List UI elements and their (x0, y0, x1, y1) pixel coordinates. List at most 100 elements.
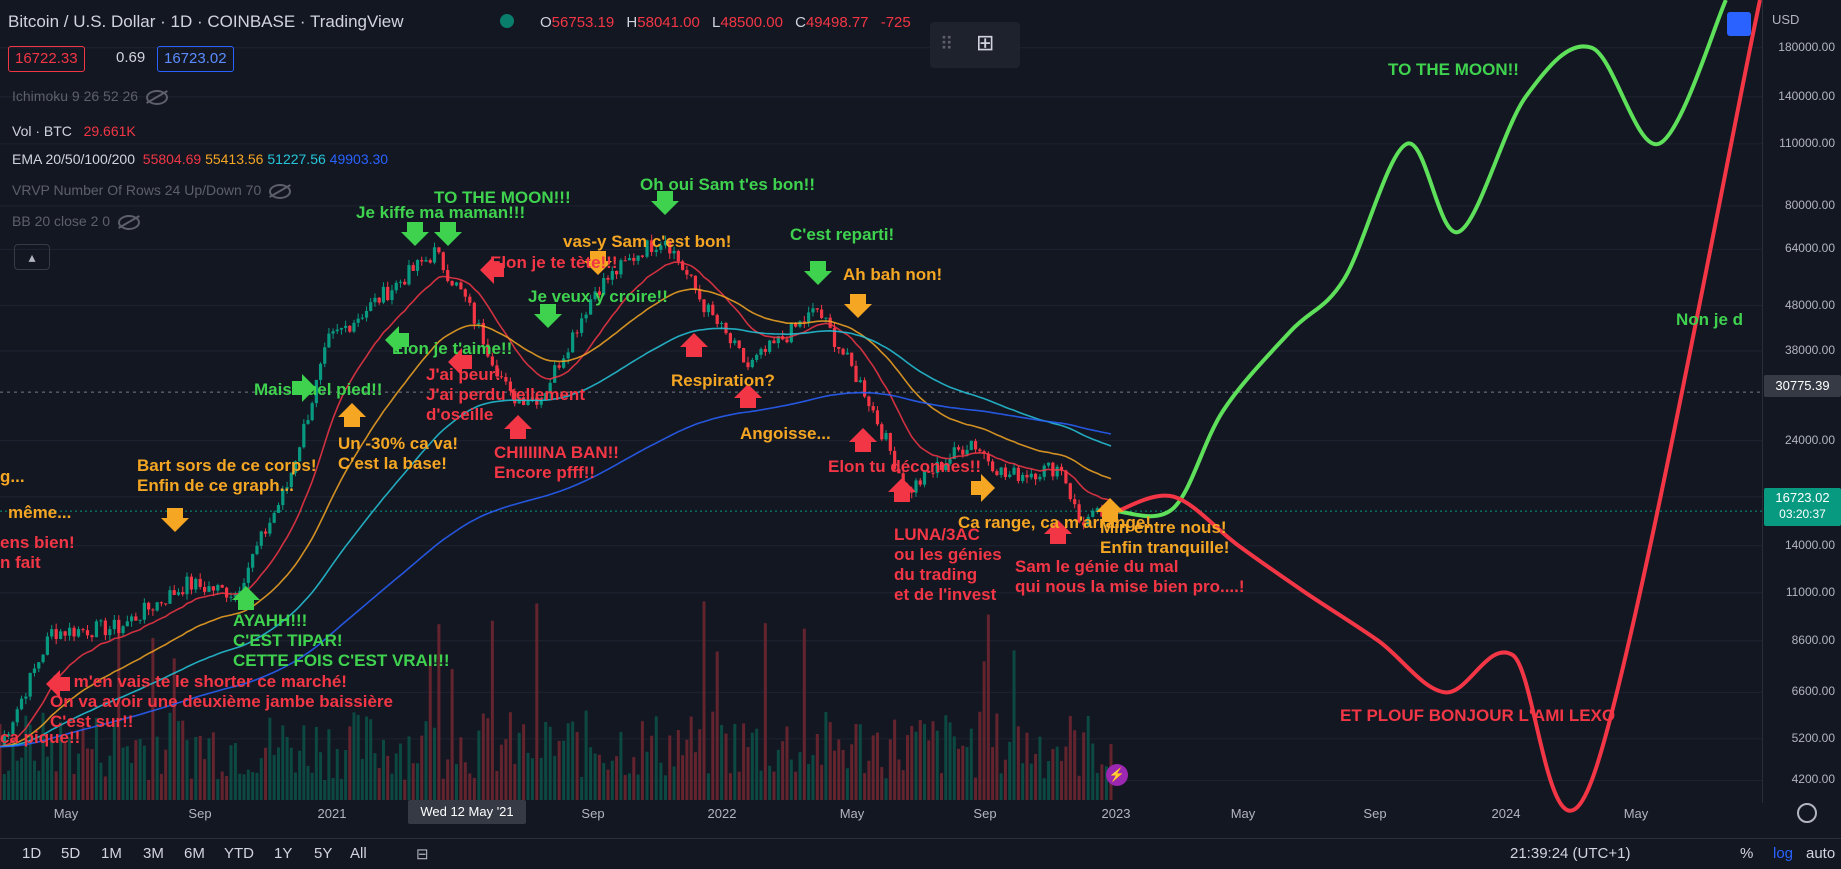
candle-body (627, 258, 632, 261)
clock[interactable]: 21:39:24 (UTC+1) (1510, 845, 1631, 862)
candle-body (504, 376, 508, 382)
chart-annotation[interactable]: LUNA/3AC ou les génies du trading et de … (894, 525, 1002, 604)
volume-bar (978, 711, 982, 800)
chart-annotation[interactable]: Ca range, ca m'arrange! (958, 513, 1152, 532)
floating-toolbar[interactable]: ⠿ ⊞ (930, 22, 1020, 68)
candle-body (1077, 504, 1081, 523)
range-button-all[interactable]: All (350, 845, 367, 862)
volume-bar (1003, 759, 1007, 800)
range-button-3m[interactable]: 3M (143, 845, 164, 862)
chart-annotation[interactable]: Elon je t'aime!! (392, 339, 513, 358)
chart-annotation[interactable]: Bart sors de ce corps! Enfin de ce graph… (137, 456, 317, 495)
volume-bar (837, 739, 841, 800)
chart-annotation[interactable]: Ah bah non! (843, 265, 943, 284)
currency-label[interactable]: USD (1772, 12, 1800, 27)
events-bolt-icon[interactable]: ⚡ (1106, 764, 1128, 786)
range-button-5y[interactable]: 5Y (314, 845, 333, 862)
range-button-5d[interactable]: 5D (61, 845, 81, 862)
eye-hidden-icon[interactable] (269, 183, 292, 199)
chart-annotation[interactable]: même... (8, 503, 72, 522)
volume-bar (530, 758, 534, 800)
chart-annotation[interactable]: Respiration? (671, 371, 775, 390)
candle-body (711, 304, 715, 315)
candle-body (580, 318, 584, 333)
candle-body (233, 593, 237, 597)
chart-annotation[interactable]: Angoisse... (740, 424, 831, 443)
chart-annotation[interactable]: J'ai peur! J'ai perdu tellement d'oseill… (426, 365, 585, 424)
date-range-icon[interactable]: ⊟ (416, 846, 429, 863)
chart-annotation[interactable]: Elon je te tète!!! (490, 253, 618, 272)
chart-annotation[interactable]: Oh oui Sam t'es bon!! (640, 175, 815, 194)
chart-annotation[interactable]: C'est reparti! (790, 225, 895, 244)
volume-bar (746, 747, 750, 800)
indicator-volume[interactable]: Vol · BTC 29.661K (12, 123, 136, 139)
candle-body (428, 260, 432, 263)
volume-bar (54, 771, 58, 800)
volume-bar (198, 735, 202, 800)
chart-annotation[interactable]: Je veux y croire!! (528, 287, 668, 306)
range-button-1d[interactable]: 1D (22, 845, 42, 862)
volume-bar (539, 757, 543, 800)
candle-body (41, 654, 45, 663)
chart-annotation[interactable]: ens bien! n fait (0, 533, 75, 572)
chart-annotation[interactable]: Non je d (1676, 310, 1744, 329)
volume-bar (50, 741, 54, 800)
volume-bar (130, 763, 134, 800)
drag-handle-icon[interactable]: ⠿ (940, 34, 954, 54)
chart-annotation[interactable]: ET PLOUF BONJOUR L'AMI LEXO (1340, 706, 1616, 725)
candle-body (961, 449, 965, 455)
candle-body (1046, 462, 1051, 466)
volume-bar (319, 752, 323, 800)
indicator-label: VRVP Number Of Rows 24 Up/Down 70 (12, 182, 262, 198)
indicator-bb[interactable]: BB 20 close 2 0 (12, 213, 141, 230)
projection-bull-line (1116, 0, 1728, 519)
chart-annotation[interactable]: Min entre nous! Enfin tranquille! (1100, 518, 1230, 557)
chart-annotation[interactable]: Elon tu déconnes!! (828, 457, 981, 476)
chart-annotation[interactable]: Je m'en vais te le shorter ce marché! On… (50, 672, 393, 731)
indicator-vrvp[interactable]: VRVP Number Of Rows 24 Up/Down 70 (12, 182, 292, 199)
settings-gear-icon[interactable] (1797, 803, 1817, 823)
range-button-1y[interactable]: 1Y (274, 845, 293, 862)
range-button-1m[interactable]: 1M (101, 845, 122, 862)
volume-bar (189, 778, 193, 800)
indicator-ema[interactable]: EMA 20/50/100/200 55804.69 55413.56 5122… (12, 151, 388, 167)
log-toggle[interactable]: log (1773, 845, 1794, 862)
eye-hidden-icon[interactable] (118, 214, 141, 230)
chart-annotation[interactable]: Un -30% ca va! C'est la base! (338, 434, 458, 473)
sell-price-button[interactable]: 16722.33 (8, 46, 85, 72)
collapse-legend-button[interactable]: ▴ (14, 244, 50, 270)
candle-body (24, 696, 28, 699)
chart-annotation[interactable]: Mais quel pied!! (254, 380, 383, 399)
candle-body (159, 602, 164, 604)
chart-annotation[interactable]: AYAHH!!! C'EST TIPAR! CETTE FOIS C'EST V… (233, 611, 450, 670)
object-tree-icon[interactable]: ⊞ (976, 30, 995, 55)
candle-body (129, 616, 134, 622)
chart-annotation[interactable]: Sam le génie du mal qui nous la mise bie… (1015, 557, 1245, 596)
candle-body (229, 596, 233, 598)
chart-annotation[interactable]: CHIIIIINA BAN!! Encore pfff!! (494, 443, 619, 482)
range-button-ytd[interactable]: YTD (224, 845, 254, 862)
alert-icon[interactable] (1727, 12, 1751, 36)
chart-annotation[interactable]: TO THE MOON!!! (434, 188, 571, 207)
chart-annotation[interactable]: Je kiffe ma maman!!! (356, 203, 526, 222)
candle-body (472, 302, 476, 324)
candle-body (645, 240, 649, 257)
candle-body (659, 245, 663, 250)
buy-price-button[interactable]: 16723.02 (157, 46, 234, 72)
candle-body (759, 349, 763, 355)
chart-annotation[interactable]: vas-y Sam c'est bon! (563, 232, 732, 251)
y-tick-label: 4200.00 (1791, 772, 1835, 787)
eye-hidden-icon[interactable] (146, 89, 169, 105)
candle-body (681, 261, 685, 270)
chart-annotation[interactable]: TO THE MOON!! (1388, 60, 1519, 79)
range-button-6m[interactable]: 6M (184, 845, 205, 862)
price-axis[interactable] (1762, 0, 1841, 803)
auto-toggle[interactable]: auto (1806, 845, 1836, 862)
percent-toggle[interactable]: % (1740, 845, 1754, 862)
candle-body (824, 317, 828, 319)
candle-body (589, 299, 593, 315)
indicator-ichimoku[interactable]: Ichimoku 9 26 52 26 (12, 88, 169, 105)
chart-annotation[interactable]: g... (0, 467, 25, 486)
chart-annotation[interactable]: ca pique!! (0, 728, 81, 747)
